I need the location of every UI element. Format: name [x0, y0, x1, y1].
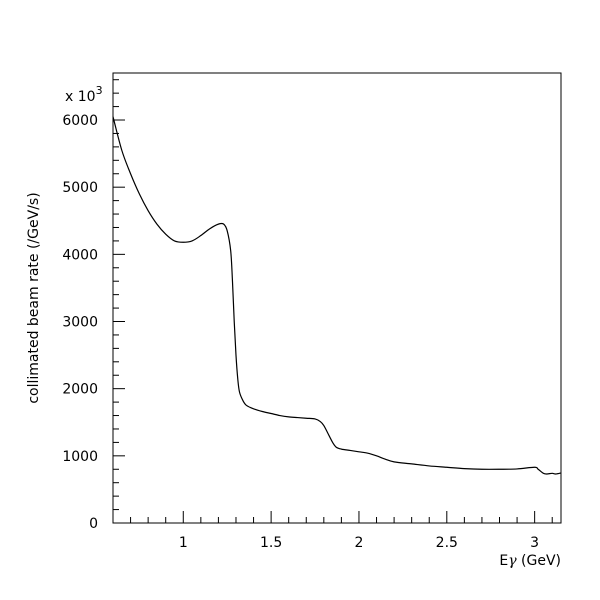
y-multiplier-exponent: 3 [96, 84, 103, 97]
y-tick-label: 3000 [62, 315, 98, 331]
x-tick-label: 3 [530, 535, 539, 551]
y-axis-label: collimated beam rate (/GeV/s) [26, 192, 42, 403]
x-tick-label: 1.5 [260, 535, 282, 551]
x-axis-label-unit: (GeV) [517, 553, 561, 569]
x-tick-labels: 1 1.5 2 2.5 3 [179, 535, 539, 551]
y-ticks [113, 79, 125, 524]
y-tick-label: 4000 [62, 247, 98, 263]
x-tick-label: 1 [179, 535, 188, 551]
y-tick-label: 0 [89, 516, 98, 532]
y-tick-label: 1000 [62, 449, 98, 465]
y-tick-labels: 0 1000 2000 3000 4000 5000 6000 [62, 113, 98, 532]
y-tick-label: 5000 [62, 180, 98, 196]
x-axis-label-main: E [499, 553, 508, 569]
y-multiplier: x 103 [65, 84, 103, 105]
plot-frame [112, 72, 562, 524]
x-axis-label: Eγ (GeV) [499, 553, 561, 569]
x-ticks [112, 511, 553, 523]
y-tick-label: 6000 [62, 113, 98, 129]
series-line [112, 116, 562, 475]
x-tick-label: 2.5 [436, 535, 458, 551]
x-axis-label-symbol: γ [508, 553, 517, 569]
x-tick-label: 2 [354, 535, 363, 551]
y-multiplier-base: x 10 [65, 89, 96, 105]
y-tick-label: 2000 [62, 382, 98, 398]
